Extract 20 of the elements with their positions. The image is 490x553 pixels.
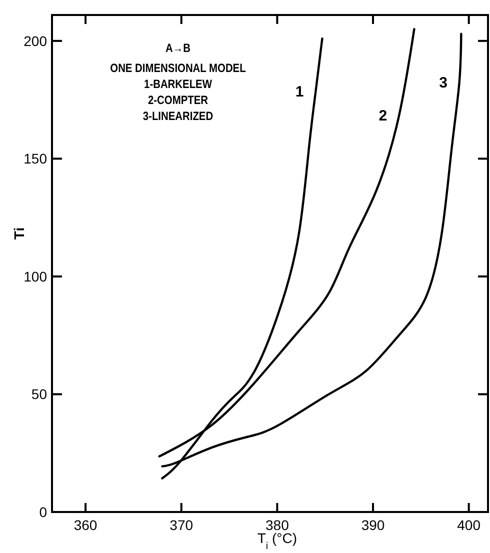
- series-label: 1: [295, 84, 304, 101]
- annotation: A→B: [166, 42, 190, 56]
- annotation: 1-BARKELEW: [144, 78, 212, 92]
- annotation: ONE DIMENSIONAL MODEL: [110, 62, 246, 76]
- x-axis-title: T$_{i}$ (°C): [257, 530, 298, 552]
- annotation: 2-COMPTER: [148, 94, 208, 108]
- x-tick-label: 360: [74, 517, 98, 533]
- y-tick-label: 0: [39, 504, 48, 520]
- y-tick-label: 50: [31, 386, 48, 402]
- x-tick-label: 400: [457, 517, 481, 533]
- x-tick-label: 390: [361, 517, 385, 533]
- y-tick-label: 100: [24, 268, 48, 284]
- series-label: 2: [378, 107, 388, 124]
- y-tick-label: 200: [24, 32, 48, 49]
- x-tick-label: 370: [170, 517, 194, 533]
- x-tick-label: 380: [266, 517, 290, 533]
- series-label: 3: [439, 74, 448, 92]
- y-tick-label: 150: [24, 150, 48, 167]
- y-axis-title: Ti: [11, 227, 27, 240]
- annotation: 3-LINEARIZED: [142, 110, 214, 124]
